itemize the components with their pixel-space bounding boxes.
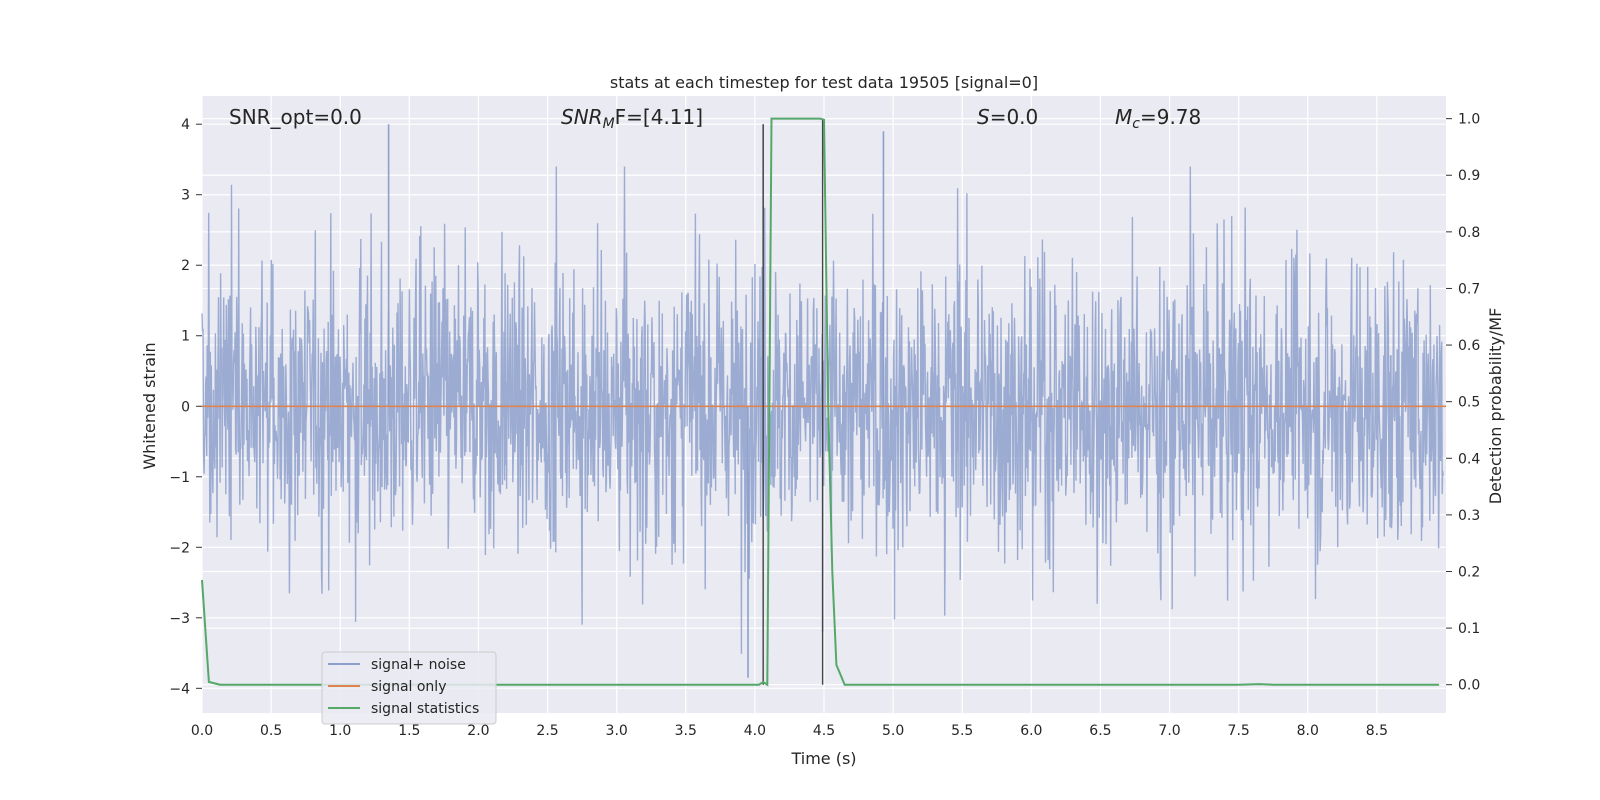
annotation-s-rest: =0.0	[990, 105, 1039, 129]
annotation-mc-sub: c	[1132, 116, 1140, 132]
x-tick-label: 2.0	[467, 723, 489, 739]
annotation-snr-mf: SNRMF=[4.11]	[561, 105, 703, 132]
y-tick-label: 1	[181, 329, 190, 345]
y-right-tick-label: 0.3	[1458, 508, 1480, 524]
y-axis-label: Whitened strain	[140, 342, 159, 469]
x-tick-label: 4.5	[813, 723, 835, 739]
legend: signal+ noise signal only signal statist…	[321, 651, 497, 725]
y-tick-labels: 4 3 2 1 0 −1 −2 −3 −4	[169, 117, 202, 697]
legend-label-signal: signal only	[371, 679, 446, 695]
x-tick-label: 2.5	[536, 723, 558, 739]
legend-label-stat: signal statistics	[371, 701, 479, 717]
x-tick-label: 6.5	[1089, 723, 1111, 739]
annotation-snr-mf-main: SNR	[561, 105, 603, 129]
y-tick-label: −3	[169, 611, 190, 627]
y-right-tick-label: 0.0	[1458, 678, 1480, 694]
x-tick-label: 5.0	[882, 723, 904, 739]
y-tick-label: −2	[169, 540, 190, 556]
annotation-snr-opt: SNR_opt=0.0	[229, 105, 362, 129]
y-right-tick-label: 0.8	[1458, 225, 1480, 241]
annotation-mc-rest: =9.78	[1140, 105, 1201, 129]
x-tick-labels: 0.0 0.5 1.0 1.5 2.0 2.5 3.0 3.5 4.0 4.5 5.0 5.5 6.0 6…	[191, 723, 1388, 739]
y-tick-label: −4	[169, 681, 190, 697]
x-axis-label: Time (s)	[790, 749, 856, 768]
y-right-tick-label: 0.4	[1458, 451, 1480, 467]
y-tick-label: −1	[169, 470, 190, 486]
annotation-s-main: S	[977, 105, 990, 129]
y-right-tick-labels: 1.0 0.9 0.8 0.7 0.6 0.5 0.4 0.3 0.2 0.1 0.0	[1446, 112, 1480, 694]
x-tick-label: 1.5	[398, 723, 420, 739]
x-tick-label: 3.0	[606, 723, 628, 739]
y-right-axis-label: Detection probability/MF	[1486, 308, 1505, 505]
annotation-s: S=0.0	[977, 105, 1038, 129]
annotation-snr-mf-rest: F=[4.11]	[615, 105, 703, 129]
y-tick-label: 2	[181, 258, 190, 274]
x-tick-label: 0.5	[260, 723, 282, 739]
x-tick-label: 8.0	[1297, 723, 1319, 739]
legend-box	[321, 651, 497, 725]
y-right-tick-label: 0.1	[1458, 621, 1480, 637]
y-right-tick-label: 0.9	[1458, 168, 1480, 184]
y-tick-label: 3	[181, 188, 190, 204]
x-tick-label: 3.5	[675, 723, 697, 739]
annotation-mc: Mc=9.78	[1115, 105, 1201, 132]
x-tick-label: 6.0	[1020, 723, 1042, 739]
x-tick-label: 7.5	[1228, 723, 1250, 739]
annotation-mc-main: M	[1115, 105, 1132, 129]
y-tick-label: 0	[181, 399, 190, 415]
y-right-tick-label: 0.5	[1458, 395, 1480, 411]
x-tick-label: 5.5	[951, 723, 973, 739]
chart-title: stats at each timestep for test data 195…	[610, 73, 1038, 92]
signal-statistics-series	[201, 117, 1440, 687]
x-tick-label: 4.0	[744, 723, 766, 739]
y-tick-label: 4	[181, 117, 190, 133]
y-right-tick-label: 0.6	[1458, 338, 1480, 354]
signal-statistics-line	[201, 117, 1440, 687]
y-right-tick-label: 0.2	[1458, 564, 1480, 580]
y-right-tick-label: 1.0	[1458, 112, 1480, 128]
annotation-snr-mf-sub: M	[603, 116, 615, 132]
x-tick-label: 8.5	[1366, 723, 1388, 739]
x-tick-label: 7.0	[1158, 723, 1180, 739]
y-right-tick-label: 0.7	[1458, 281, 1480, 297]
legend-label-noise: signal+ noise	[371, 657, 466, 673]
x-tick-label: 1.0	[329, 723, 351, 739]
x-tick-label: 0.0	[191, 723, 213, 739]
